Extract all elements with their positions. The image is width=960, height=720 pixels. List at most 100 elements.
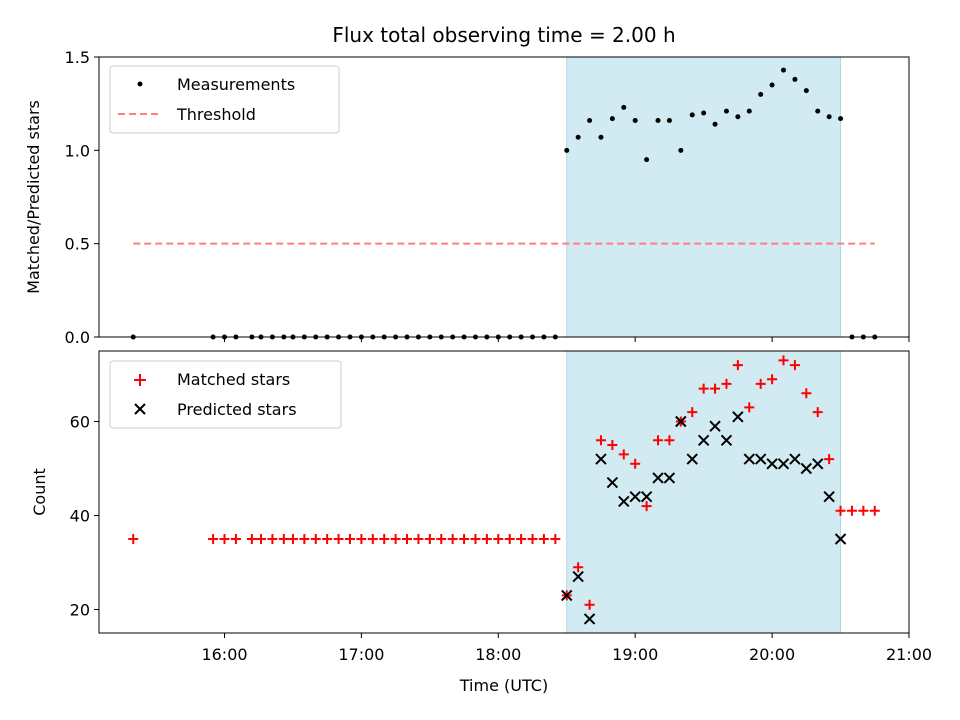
predicted-star-point [743, 453, 755, 465]
top-x-ticks [223, 337, 910, 342]
measurement-point [769, 82, 775, 88]
measurement-point [655, 117, 661, 123]
legend-marker-matched [134, 374, 146, 386]
predicted-star-point [663, 472, 676, 484]
matched-star-point [379, 534, 390, 544]
matched-star-point [710, 383, 721, 394]
predicted-star-point [812, 458, 824, 470]
bottom-y-ticks: 20 40 60 [70, 413, 99, 620]
predicted-star-point [800, 462, 813, 475]
matched-star-point [687, 407, 698, 418]
top-shaded-interval [566, 56, 842, 338]
legend-marker-measurements [137, 81, 143, 87]
matched-star-point [267, 534, 278, 544]
matched-star-point [436, 534, 447, 544]
measurement-point [838, 116, 844, 122]
measurement-point [712, 121, 718, 127]
matched-star-point [299, 534, 310, 544]
top-y-ticks: 0.0 0.5 1.0 1.5 [65, 48, 99, 347]
matched-star-point [641, 501, 652, 512]
predicted-star-point [686, 453, 698, 465]
matched-star-point [744, 402, 755, 413]
matched-star-point [459, 534, 470, 544]
predicted-star-point [754, 453, 767, 465]
predicted-star-point [652, 472, 664, 484]
bottom-y-tick-label: 40 [70, 507, 90, 526]
predicted-star-point [675, 415, 687, 428]
measurement-point [758, 91, 764, 97]
x-tick-label: 19:00 [612, 645, 658, 664]
legend-label-threshold: Threshold [176, 105, 256, 124]
predicted-star-point [606, 476, 619, 489]
bottom-legend: Matched stars Predicted stars [109, 360, 342, 429]
matched-star-point [367, 534, 378, 544]
matched-star-point [653, 435, 664, 446]
matched-star-point [278, 534, 289, 544]
top-y-axis-label: Matched/Predicted stars [24, 100, 43, 294]
predicted-star-point [640, 490, 653, 503]
measurement-point [826, 114, 832, 120]
matched-star-point [698, 383, 709, 394]
top-legend-box [109, 65, 340, 134]
predicted-star-point [720, 434, 733, 447]
top-y-tick-label: 1.5 [65, 48, 90, 67]
measurement-point [815, 108, 821, 114]
measurement-point [587, 117, 593, 123]
measurement-point [632, 117, 638, 123]
bottom-x-ticks: 16:00 17:00 18:00 19:00 20:00 21:00 [201, 633, 932, 664]
predicted-star-point [618, 495, 630, 508]
matched-star-point [310, 534, 321, 544]
measurement-point [701, 110, 707, 116]
predicted-star-point [583, 613, 596, 625]
top-y-tick-label: 0.0 [65, 328, 90, 347]
matched-star-point [824, 454, 835, 465]
matched-star-point [208, 534, 219, 544]
predicted-star-point [595, 453, 607, 465]
x-tick-label: 16:00 [201, 645, 247, 664]
matched-star-point [767, 374, 778, 385]
matched-star-point [527, 534, 538, 544]
matched-star-point [801, 388, 812, 399]
matched-star-point [755, 378, 766, 389]
legend-label-matched: Matched stars [177, 370, 290, 389]
predicted-star-point [834, 533, 847, 545]
matched-star-point [246, 534, 257, 544]
matched-star-point [607, 440, 618, 450]
bottom-y-tick-label: 60 [70, 413, 90, 432]
x-tick-label: 21:00 [886, 645, 932, 664]
matched-star-point [402, 534, 413, 544]
predicted-star-point [561, 589, 573, 602]
x-axis-label: Time (UTC) [459, 676, 548, 695]
matched-star-point [128, 534, 139, 544]
measurement-point [781, 67, 787, 73]
matched-star-point [618, 449, 629, 460]
matched-star-point [219, 534, 230, 544]
predicted-star-point [697, 434, 710, 447]
matched-star-point [846, 505, 857, 516]
matched-star-point [835, 505, 846, 516]
matched-star-point [869, 505, 880, 516]
matched-star-point [424, 534, 435, 544]
matched-star-point [664, 435, 675, 446]
bottom-axes-frame [98, 350, 910, 634]
bottom-y-axis-label: Count [30, 468, 49, 516]
predicted-star-point [823, 490, 835, 503]
matched-star-point [333, 534, 344, 544]
measurement-point [575, 134, 581, 140]
matched-stars-points [128, 355, 880, 610]
measurement-point [644, 157, 650, 163]
predicted-star-point [789, 453, 801, 465]
matched-star-point [470, 534, 481, 544]
top-y-tick-label: 0.5 [65, 235, 90, 254]
matched-star-point [256, 534, 266, 544]
measurement-point [564, 147, 570, 153]
measurement-point [609, 116, 615, 122]
matched-star-point [230, 534, 241, 544]
matched-star-point [721, 378, 732, 389]
matched-star-point [584, 599, 595, 610]
shaded-interval-top [566, 56, 842, 338]
legend-label-predicted: Predicted stars [177, 400, 297, 419]
top-y-tick-label: 1.0 [65, 141, 90, 160]
predicted-stars-points [561, 411, 847, 625]
